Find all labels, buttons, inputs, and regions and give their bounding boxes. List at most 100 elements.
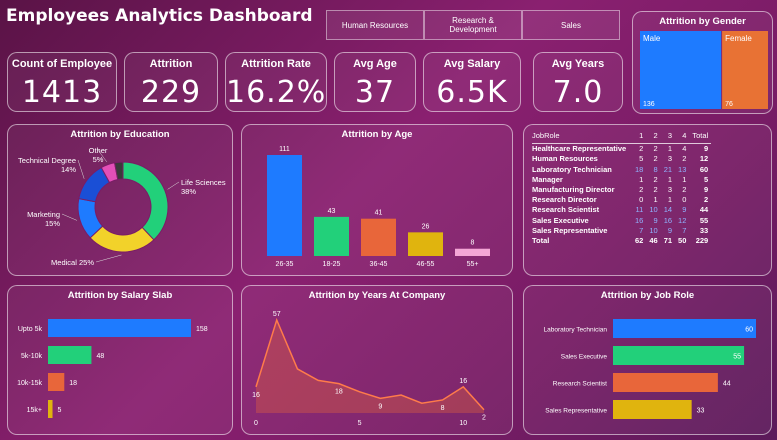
jobrole-bar-chart: Laboratory Technician 60 Sales Executive 55… (544, 319, 756, 419)
kpi-avg-years: Avg Years 7.0 (533, 52, 623, 112)
table-cell: 0 (682, 195, 687, 205)
donut-leader-4 (97, 149, 107, 162)
row-label: Total (532, 236, 550, 246)
donut-label-0: Life Sciences (181, 178, 226, 187)
salary-bar-2 (48, 373, 65, 391)
salary-tick-label: 5k-10k (21, 353, 43, 360)
table-cell: 10 (649, 225, 658, 235)
table-cell: 5 (704, 174, 709, 184)
table-cell: 1 (667, 195, 673, 205)
donut-label-1: Medical 25% (51, 258, 94, 267)
kpi-label: Avg Years (551, 58, 605, 70)
jobrole-bar-2 (613, 373, 718, 392)
table-cell: 2 (682, 154, 687, 164)
years-tick-label: 0 (254, 420, 258, 427)
row-label: Healthcare Representative (532, 144, 627, 154)
age-bar-value: 26 (422, 223, 430, 230)
table-row: Laboratory Technician 18 8 21 13 60 (532, 165, 711, 175)
row-label: Research Scientist (532, 205, 600, 215)
jobrole-bar-0 (613, 319, 756, 338)
donut-leader-1 (95, 254, 122, 263)
table-cell: 9 (704, 144, 709, 154)
dashboard-title: Employees Analytics Dashboard (6, 6, 313, 26)
age-bar-chart: 111 26-35 43 18-25 41 36-45 26 46-55 8 55+ (267, 146, 490, 268)
table-header[interactable]: 2 (646, 131, 661, 145)
gender-treemap: Male Female 136 76 (640, 31, 768, 109)
table-cell: 18 (635, 164, 644, 174)
salary-tick-label: Upto 5k (18, 326, 43, 333)
table-header[interactable]: 1 (632, 131, 647, 145)
table-cell: 10 (649, 205, 658, 215)
table-cell: 11 (635, 205, 644, 215)
panel-attrition-by-education: Attrition by Education Life Sciences 38% M… (7, 124, 233, 276)
years-area-line (255, 317, 485, 411)
kpi-value: 37 (354, 75, 396, 110)
donut-label-2: Marketing (27, 210, 60, 219)
age-bar-36-45 (361, 218, 396, 256)
kpi-avg-salary: Avg Salary 6.5K (423, 52, 521, 112)
tab-research-development[interactable]: Research & Development (424, 10, 522, 40)
jobrole-bar-value: 44 (723, 381, 731, 388)
tab-sales[interactable]: Sales (522, 10, 620, 40)
donut-slice-0 (122, 161, 169, 241)
age-bar-46-55 (408, 232, 443, 256)
table-cell: 12 (699, 154, 709, 164)
row-label: Sales Executive (532, 215, 589, 225)
jobrole-tick-label: Laboratory Technician (544, 327, 608, 334)
salary-bar-3 (48, 400, 53, 418)
table-cell: 1 (667, 174, 673, 184)
years-tick-label: 5 (358, 420, 362, 427)
panel-title: Attrition by Gender (659, 16, 746, 27)
panel-attrition-by-years: Attrition by Years At Company 16 57 18 9 8 16… (241, 285, 513, 435)
table-row: Total 62 46 71 50 229 (532, 236, 711, 246)
row-label: Sales Representative (532, 225, 608, 235)
table-cell: 55 (699, 215, 709, 225)
table-cell: 2 (653, 174, 658, 184)
donut-label-0: 38% (181, 187, 196, 196)
panel-title: Attrition by Years At Company (308, 290, 446, 301)
panel-jobrole-matrix: JobRole 1 2 3 4 Total Healthcare Representati… (523, 124, 772, 276)
table-cell: 8 (653, 164, 658, 174)
table-cell: 2 (653, 154, 658, 164)
jobrole-bar-value: 60 (745, 327, 753, 334)
table-header[interactable]: JobRole (532, 131, 632, 145)
kpi-value: 16.2% (226, 75, 327, 110)
table-cell: 9 (653, 215, 658, 225)
table-cell: 60 (699, 164, 709, 174)
table-cell: 62 (635, 236, 644, 246)
salary-bar-value: 18 (69, 380, 77, 387)
donut-leader-2 (61, 213, 78, 221)
table-cell: 13 (678, 164, 687, 174)
tab-human-resources[interactable]: Human Resources (326, 10, 424, 40)
table-header[interactable]: 4 (675, 131, 690, 145)
table-cell: 1 (667, 144, 673, 154)
age-bar-26-35 (267, 155, 302, 256)
age-bar-55+ (455, 248, 490, 256)
table-row: Manufacturing Director 2 2 3 2 9 (532, 185, 711, 195)
table-cell: 0 (639, 195, 644, 205)
salary-bar-0 (48, 319, 191, 337)
kpi-value: 229 (140, 75, 202, 110)
table-header[interactable]: Total (689, 131, 712, 145)
kpi-label: Attrition Rate (241, 58, 311, 70)
age-bar-value: 8 (471, 240, 475, 247)
department-slicer: Human Resources Research & Development S… (326, 10, 620, 40)
jobrole-matrix-table: JobRole 1 2 3 4 Total Healthcare Representati… (532, 131, 712, 246)
age-tick-label: 46-55 (417, 261, 435, 268)
table-cell: 46 (649, 236, 658, 246)
table-cell: 2 (704, 195, 709, 205)
table-cell: 2 (639, 144, 644, 154)
panel-title: Attrition by Job Role (600, 290, 695, 301)
table-cell: 12 (678, 215, 687, 225)
table-cell: 2 (653, 144, 658, 154)
years-data-label: 18 (335, 389, 343, 396)
table-cell: 229 (695, 236, 709, 246)
kpi-label: Avg Salary (443, 58, 501, 70)
kpi-value: 7.0 (552, 75, 604, 110)
table-cell: 2 (639, 185, 644, 195)
table-header[interactable]: 3 (660, 131, 676, 145)
jobrole-bar-value: 55 (733, 354, 741, 361)
row-label: Manager (532, 174, 563, 184)
donut-slice-5 (113, 161, 124, 181)
table-row: Human Resources 5 2 3 2 12 (532, 154, 711, 164)
